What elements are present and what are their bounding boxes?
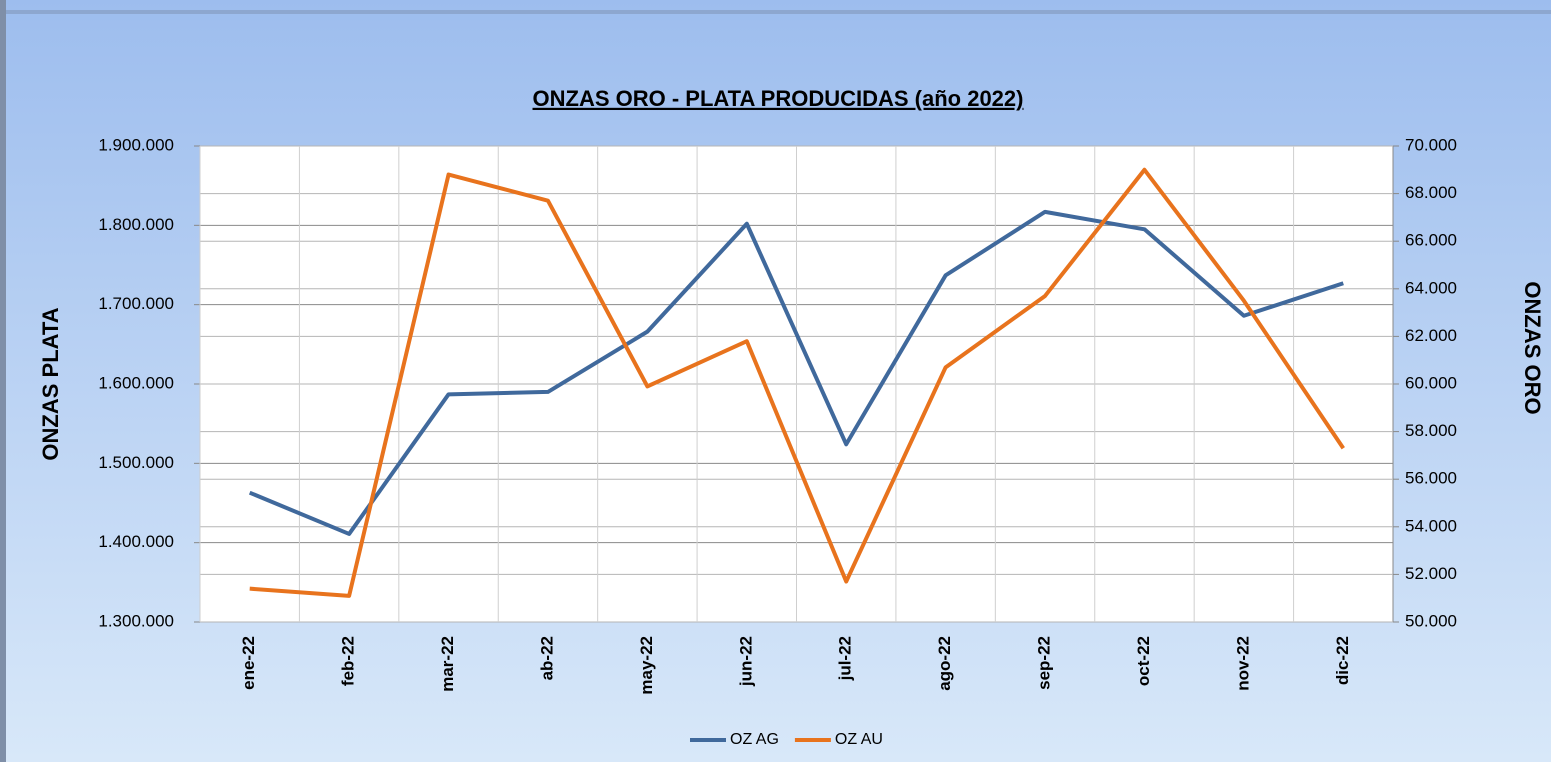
x-tick-label: ene-22 [239, 636, 258, 690]
y2-tick-label: 52.000 [1405, 564, 1457, 583]
y2-axis-label: ONZAS ORO [1520, 281, 1545, 414]
y-tick-label: 1.600.000 [98, 373, 174, 392]
y-tick-label: 1.800.000 [98, 215, 174, 234]
y2-tick-label: 66.000 [1405, 231, 1457, 250]
x-tick-label: oct-22 [1134, 636, 1153, 686]
y2-tick-label: 62.000 [1405, 326, 1457, 345]
legend-label: OZ AU [835, 731, 883, 748]
chart-title: ONZAS ORO - PLATA PRODUCIDAS (año 2022) [533, 86, 1024, 111]
series-line [249, 167, 1345, 598]
y2-tick-label: 54.000 [1405, 516, 1457, 535]
y-axis-label: ONZAS PLATA [38, 307, 63, 460]
y2-tick-label: 70.000 [1405, 135, 1457, 154]
x-tick-label: sep-22 [1035, 636, 1054, 690]
y2-tick-label: 50.000 [1405, 611, 1457, 630]
x-tick-label: ago-22 [935, 636, 954, 691]
x-tick-label: may-22 [637, 636, 656, 695]
y-tick-label: 1.700.000 [98, 294, 174, 313]
y-tick-label: 1.500.000 [98, 453, 174, 472]
y2-tick-label: 58.000 [1405, 421, 1457, 440]
series-line [248, 209, 1344, 536]
x-tick-label: ab-22 [537, 636, 556, 680]
legend-label: OZ AG [730, 731, 779, 748]
x-tick-label: dic-22 [1333, 636, 1352, 685]
y-tick-label: 1.900.000 [98, 135, 174, 154]
y2-tick-label: 68.000 [1405, 183, 1457, 202]
x-tick-label: feb-22 [339, 636, 358, 686]
x-tick-label: mar-22 [438, 636, 457, 692]
x-tick-label: jun-22 [736, 636, 755, 687]
x-tick-label: nov-22 [1233, 636, 1252, 691]
y2-tick-label: 60.000 [1405, 373, 1457, 392]
y2-tick-label: 56.000 [1405, 469, 1457, 488]
frame-top [6, 10, 1551, 14]
x-tick-label: jul-22 [836, 636, 855, 681]
y2-tick-label: 64.000 [1405, 278, 1457, 297]
y-tick-label: 1.400.000 [98, 532, 174, 551]
frame-left [0, 0, 6, 762]
y-tick-label: 1.300.000 [98, 611, 174, 630]
